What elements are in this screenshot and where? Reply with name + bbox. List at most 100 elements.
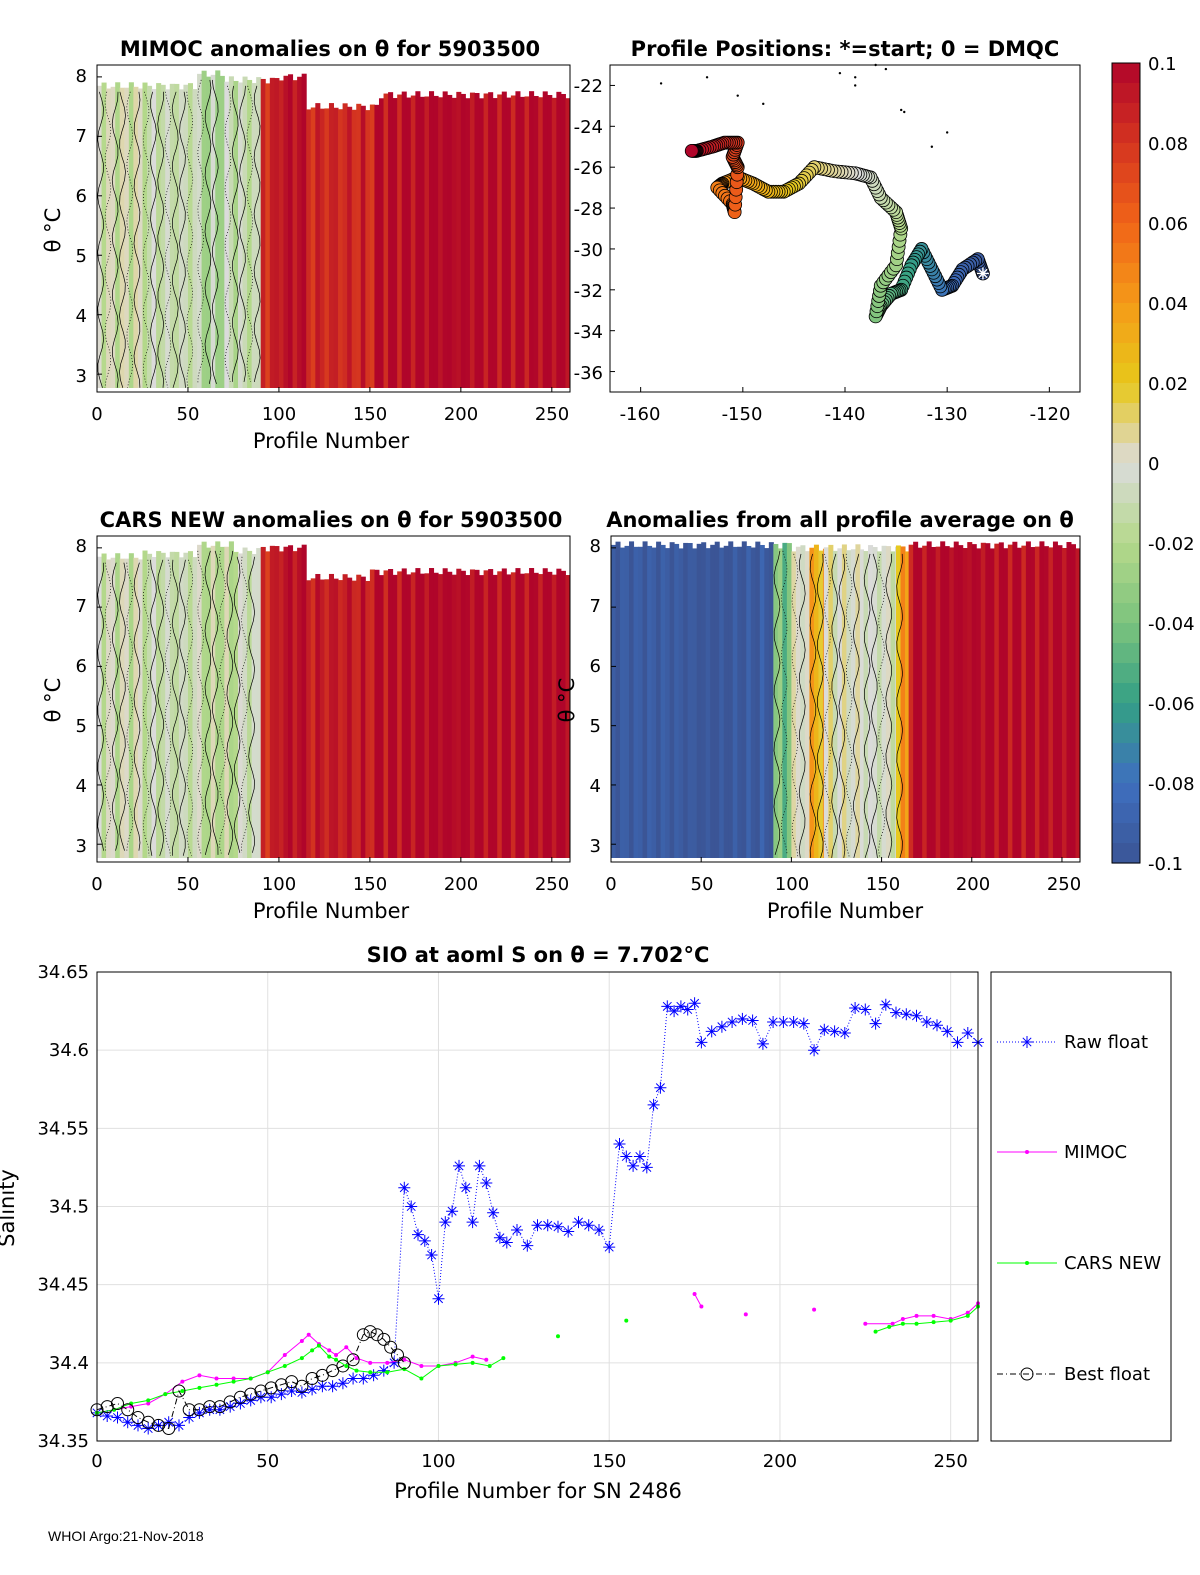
data-point (459, 1181, 472, 1194)
data-point (347, 1372, 360, 1385)
data-point (838, 1027, 851, 1039)
data-point (384, 1340, 398, 1354)
heatmap-cell (333, 107, 339, 388)
data-point (326, 1380, 339, 1393)
heatmap-cell (497, 571, 503, 858)
colorbar-tick: 0.08 (1148, 134, 1188, 155)
heatmap-cell (447, 94, 453, 389)
series-line (96, 1306, 979, 1414)
y-tick-label: 7 (590, 596, 601, 617)
x-tick-label: 250 (535, 404, 569, 425)
heatmap-cell (415, 568, 421, 858)
data-point (767, 1016, 780, 1028)
heatmap-cell (642, 541, 648, 858)
heatmap-cell (980, 542, 986, 858)
heatmap-cell (110, 86, 116, 388)
heatmap-cell (101, 82, 107, 389)
colorbar-gradient (1112, 63, 1140, 864)
cars-plot-area (96, 541, 571, 862)
data-point (920, 1016, 933, 1028)
heatmap-cell (169, 551, 175, 858)
contour-line (179, 559, 186, 856)
heatmap-cell (160, 84, 166, 388)
heatmap-cell (228, 541, 234, 858)
circle-marker-icon (1020, 1367, 1034, 1381)
heatmap-cell (383, 93, 389, 388)
mimoc-axes-box (96, 64, 571, 393)
heatmap-cell (719, 547, 725, 858)
data-point (863, 1321, 868, 1326)
data-point (275, 1388, 288, 1401)
data-point (640, 1161, 653, 1174)
heatmap-cell (374, 104, 380, 388)
x-tick-label: -130 (927, 404, 968, 425)
series-cars-new (95, 1304, 980, 1415)
heatmap-cell (656, 541, 662, 858)
heatmap-cell (777, 548, 783, 858)
contour-line (104, 91, 112, 388)
positions-panel: Profile Positions: *=start; 0 = DMQC -16… (574, 37, 1081, 425)
heatmap-cell (378, 98, 385, 388)
y-tick-label: 34.45 (37, 1275, 89, 1296)
contour-line (119, 562, 126, 851)
heatmap-cell (1052, 541, 1058, 858)
legend-box (990, 971, 1172, 1442)
contour-line (224, 85, 232, 382)
heatmap-cell (442, 568, 448, 858)
data-point (887, 1324, 892, 1329)
contour-line (226, 550, 234, 856)
mimoc-x-label: Profile Number (253, 429, 410, 453)
heatmap-cell (433, 572, 439, 858)
heatmap-cell (841, 544, 847, 858)
heatmap-cell (374, 569, 380, 858)
data-point (900, 1321, 905, 1326)
colorbar: 0.1 0.08 0.06 0.04 0.02 0 -0.02 -0.04 -0… (1111, 54, 1195, 875)
heatmap-cell (519, 96, 526, 389)
data-point (674, 1000, 687, 1013)
heatmap-cell (515, 91, 521, 388)
data-point (900, 1317, 905, 1322)
colorbar-segment (1112, 623, 1140, 644)
heatmap-cell (832, 550, 838, 858)
heatmap-cell (315, 573, 321, 858)
heatmap-cell (447, 571, 453, 858)
data-point (797, 1017, 810, 1030)
heatmap-cell (338, 580, 344, 858)
data-point (425, 1249, 438, 1261)
colorbar-segment (1112, 383, 1140, 404)
heatmap-cell (456, 91, 462, 388)
heatmap-cell (137, 88, 143, 388)
legend-entry-best-float: Best float (997, 1364, 1150, 1385)
heatmap-cell (741, 541, 747, 858)
data-point (111, 1411, 124, 1424)
contour-line (204, 79, 212, 384)
colorbar-segment (1112, 783, 1140, 804)
salinity-y-label: Salinity (0, 1169, 19, 1247)
data-point (334, 1357, 339, 1362)
heatmap-cell (97, 85, 103, 389)
heatmap-cell (397, 571, 403, 858)
data-point (681, 1003, 694, 1016)
heatmap-cell (438, 574, 444, 858)
colorbar-segment (1112, 403, 1140, 424)
heatmap-cell (301, 544, 307, 858)
colorbar-tick: -0.1 (1148, 854, 1183, 875)
colorbar-segment (1112, 763, 1140, 784)
heatmap-cell (881, 545, 887, 858)
y-tick-label: -34 (574, 322, 603, 343)
salinity-legend: Raw float MIMOC CARS NEW Best float (990, 971, 1172, 1442)
heatmap-cell (278, 80, 284, 389)
y-tick-label: -28 (574, 199, 603, 220)
colorbar-segment (1112, 683, 1140, 704)
contour-line (111, 91, 119, 388)
heatmap-cell (529, 91, 535, 389)
y-tick-label: 34.55 (37, 1118, 89, 1139)
heatmap-cell (868, 545, 874, 858)
data-point (402, 1357, 407, 1362)
x-tick-label: 50 (177, 404, 200, 425)
y-tick-label: 34.5 (49, 1197, 89, 1218)
salinity-plot-area (90, 997, 984, 1435)
data-point (501, 1356, 506, 1361)
heatmap-cell (156, 551, 162, 858)
